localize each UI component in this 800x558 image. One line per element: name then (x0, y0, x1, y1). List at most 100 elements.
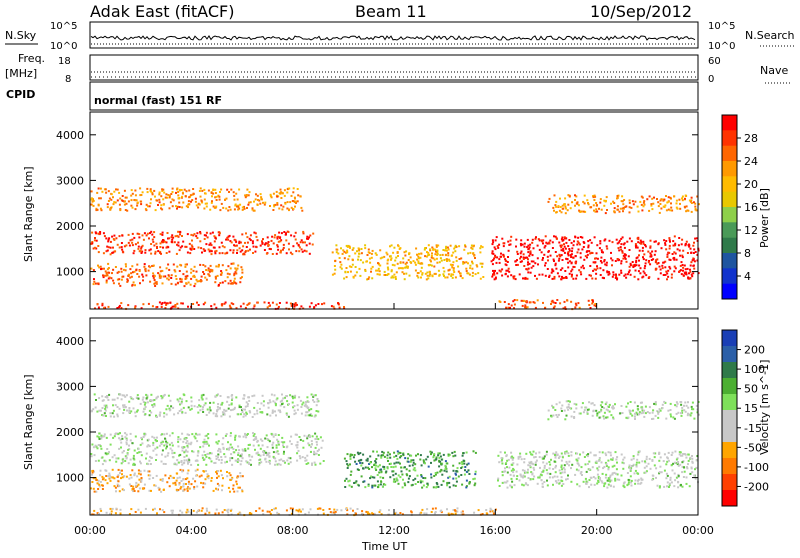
heatmap-cell (189, 408, 192, 411)
heatmap-cell (139, 200, 142, 203)
heatmap-cell (187, 469, 190, 472)
heatmap-cell (622, 484, 625, 487)
heatmap-cell (607, 459, 610, 462)
heatmap-cell (127, 448, 130, 451)
heatmap-cell (551, 277, 554, 280)
heatmap-cell (669, 267, 672, 270)
heatmap-cell (100, 434, 103, 437)
heatmap-cell (177, 489, 180, 491)
heatmap-cell (186, 472, 189, 475)
heatmap-cell (512, 462, 515, 465)
heatmap-cell (627, 478, 630, 481)
heatmap-cell (446, 260, 448, 262)
heatmap-cell (551, 476, 554, 479)
heatmap-cell (623, 199, 626, 201)
nave-tick-top: 60 (708, 56, 721, 67)
heatmap-cell (165, 443, 168, 446)
heatmap-cell (275, 446, 278, 449)
heatmap-cell (308, 305, 311, 308)
heatmap-cell (153, 231, 156, 234)
heatmap-cell (109, 507, 112, 510)
heatmap-cell (576, 452, 579, 455)
heatmap-cell (603, 411, 606, 414)
heatmap-cell (552, 406, 555, 409)
heatmap-cell (527, 261, 529, 264)
heatmap-cell (209, 409, 212, 412)
heatmap-cell (301, 250, 304, 253)
heatmap-cell (399, 267, 402, 270)
heatmap-cell (536, 244, 539, 247)
heatmap-cell (215, 458, 218, 460)
heatmap-cell (189, 283, 192, 286)
heatmap-cell (440, 469, 443, 472)
heatmap-cell (227, 407, 230, 410)
heatmap-cell (220, 461, 223, 464)
heatmap-cell (101, 475, 104, 478)
heatmap-cell (107, 267, 110, 269)
heatmap-cell (128, 273, 130, 276)
heatmap-cell (112, 409, 115, 412)
heatmap-cell (140, 203, 143, 206)
heatmap-cell (218, 232, 221, 235)
heatmap-cell (437, 454, 440, 457)
heatmap-cell (178, 454, 180, 457)
heatmap-cell (252, 245, 255, 248)
colorbar-tick-label: 24 (744, 155, 758, 168)
heatmap-cell (494, 276, 497, 279)
heatmap-cell (159, 270, 162, 273)
heatmap-cell (215, 265, 218, 268)
heatmap-cell (523, 265, 526, 267)
heatmap-cell (567, 474, 569, 477)
heatmap-cell (452, 509, 455, 511)
heatmap-cell (220, 474, 223, 477)
heatmap-cell (313, 415, 316, 418)
heatmap-cell (129, 396, 132, 398)
heatmap-cell (596, 482, 599, 485)
heatmap-cell (116, 199, 119, 202)
heatmap-cell (128, 400, 131, 403)
heatmap-cell (443, 469, 446, 472)
heatmap-cell (148, 445, 151, 448)
heatmap-cell (526, 484, 529, 487)
heatmap-cell (188, 189, 191, 192)
heatmap-cell (417, 481, 420, 483)
heatmap-cell (169, 447, 172, 450)
heatmap-cell (274, 463, 276, 466)
heatmap-cell (295, 250, 298, 253)
heatmap-cell (196, 232, 199, 235)
heatmap-cell (426, 482, 429, 485)
heatmap-cell (162, 246, 164, 249)
heatmap-cell (343, 250, 346, 253)
heatmap-cell (232, 235, 235, 238)
heatmap-cell (240, 460, 243, 463)
heatmap-cell (556, 255, 559, 258)
heatmap-cell (226, 460, 228, 463)
heatmap-cell (633, 263, 636, 266)
heatmap-cell (670, 206, 673, 209)
heatmap-cell (253, 304, 256, 307)
heatmap-cell (190, 396, 193, 399)
heatmap-cell (656, 262, 659, 265)
heatmap-cell (239, 463, 242, 466)
heatmap-cell (599, 242, 602, 245)
heatmap-cell (279, 188, 282, 191)
heatmap-cell (529, 243, 532, 246)
heatmap-cell (203, 450, 206, 453)
heatmap-cell (221, 489, 223, 492)
heatmap-cell (588, 250, 591, 253)
heatmap-cell (289, 201, 292, 204)
heatmap-cell (175, 252, 178, 255)
heatmap-cell (431, 246, 434, 249)
heatmap-cell (133, 236, 136, 239)
heatmap-cell (283, 189, 286, 192)
heatmap-cell (317, 410, 320, 413)
heatmap-cell (93, 477, 95, 480)
heatmap-cell (113, 190, 116, 193)
heatmap-cell (121, 488, 124, 491)
heatmap-cell (607, 409, 609, 412)
heatmap-cell (345, 276, 348, 279)
heatmap-cell (642, 270, 645, 273)
heatmap-cell (503, 481, 506, 484)
heatmap-cell (347, 258, 350, 261)
